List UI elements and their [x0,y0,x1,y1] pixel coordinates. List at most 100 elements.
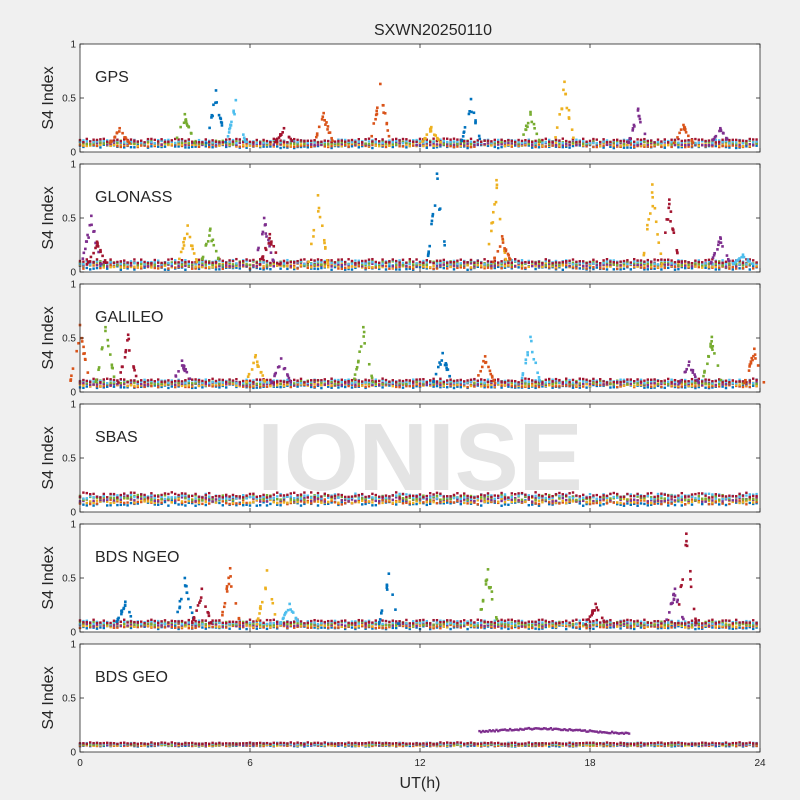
data-point [119,143,122,146]
data-point [92,138,95,141]
data-point [327,382,330,385]
spike-point [437,138,440,141]
data-point [180,263,184,266]
data-point [469,258,473,262]
data-point [531,260,534,263]
data-point [724,386,728,390]
data-point [191,378,194,381]
data-point [422,382,425,385]
data-point [245,142,248,145]
data-point [330,144,333,148]
data-point [633,379,636,383]
data-point [452,259,456,263]
data-point [629,146,632,149]
data-point [622,142,626,146]
spike-point [558,113,561,116]
data-point [398,265,401,269]
data-point [653,267,656,270]
data-point [446,267,449,270]
spike-point [124,350,127,354]
data-point [752,143,755,147]
data-point [507,143,510,147]
data-point [143,378,146,382]
data-point [622,264,626,267]
spike-point [289,381,292,384]
data-point [728,381,731,384]
data-point [690,265,694,268]
data-point [449,265,452,269]
data-point [585,267,588,270]
data-point [252,264,255,267]
data-point [279,267,282,270]
data-point [687,140,690,143]
data-point [99,264,102,268]
data-point [163,500,167,504]
data-point [738,267,741,270]
spike-point [463,126,467,129]
data-point [755,380,758,384]
data-point [738,383,741,386]
spike-point [252,361,255,365]
data-point [636,143,639,147]
data-point [755,144,758,147]
data-point [248,140,252,144]
data-point [299,258,303,262]
spike-point [310,242,313,246]
data-point [408,265,411,269]
data-point [442,263,445,266]
data-point [510,379,513,383]
data-point [588,260,592,264]
data-point [337,264,340,268]
spike-point [323,241,326,245]
spike-point [121,131,124,135]
data-point [180,384,184,388]
data-point [605,140,609,144]
data-point [531,262,534,266]
data-point [170,262,173,266]
data-point [578,267,581,270]
data-point [354,262,357,265]
spike-point [212,243,216,247]
data-point [405,264,408,268]
spike-point [211,238,215,242]
data-point [449,384,452,387]
data-point [242,383,245,387]
data-point [755,382,758,385]
data-point [415,140,418,144]
data-point [415,384,418,388]
data-point [670,138,673,141]
spike-point [325,121,328,124]
data-point [160,385,163,389]
data-point [507,381,510,384]
data-point [388,384,391,387]
data-point [473,382,476,385]
spike-point [267,242,271,245]
spike-point [227,131,231,134]
spike-point [526,351,529,354]
data-point [520,141,524,145]
data-point [95,141,99,145]
data-point [612,263,615,266]
data-point [537,263,541,266]
data-point [320,381,323,385]
data-point [565,384,568,387]
spike-point [567,108,571,112]
data-point [228,260,231,263]
data-point [262,145,265,148]
data-point [680,139,683,143]
spike-point [77,341,80,345]
data-point [119,260,122,263]
data-point [364,378,367,381]
data-point [255,138,258,142]
spike-point [279,357,283,360]
data-point [354,385,357,388]
spike-point [184,120,188,124]
data-point [500,138,503,141]
data-point [755,378,758,382]
data-point [633,263,636,267]
spike-point [273,373,277,376]
data-point [95,258,99,261]
spike-point [273,374,276,378]
spike-point [718,129,721,133]
